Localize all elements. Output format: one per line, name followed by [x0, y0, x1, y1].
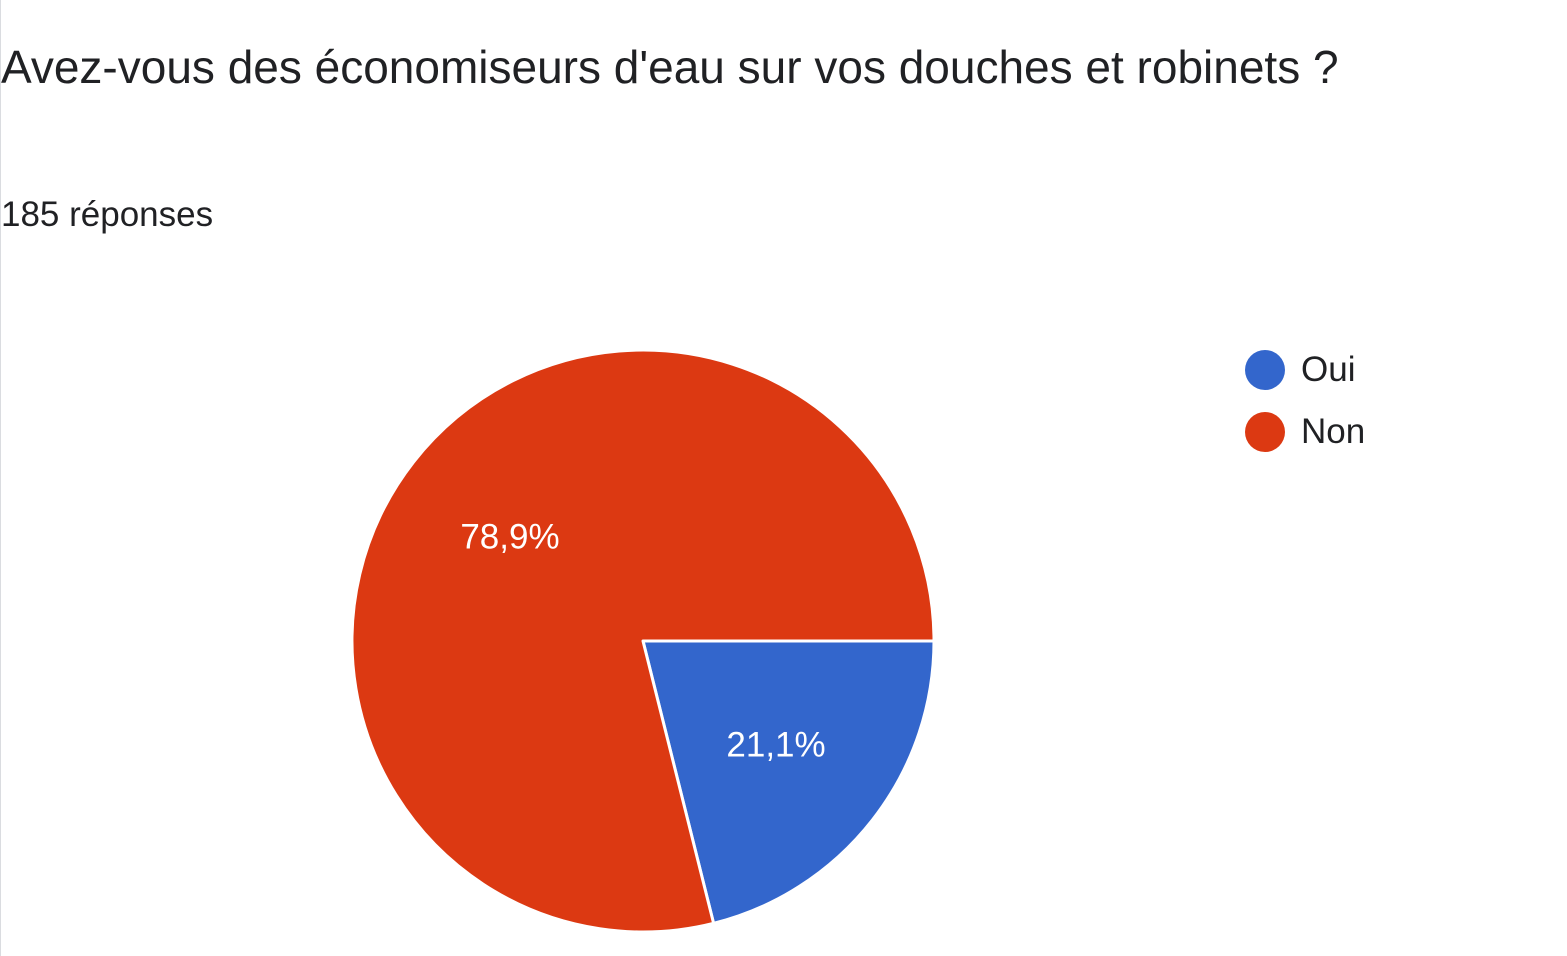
pie-label-oui: 21,1%: [726, 725, 825, 764]
response-count: 185 réponses: [1, 195, 214, 234]
question-title: Avez-vous des économiseurs d'eau sur vos…: [1, 41, 1339, 93]
legend-label-non: Non: [1301, 412, 1366, 451]
pie-label-non: 78,9%: [460, 518, 559, 557]
legend-swatch-non: [1245, 412, 1285, 452]
pie-slice-oui[interactable]: [641, 639, 936, 925]
legend-swatch-oui: [1245, 350, 1285, 390]
legend-label-oui: Oui: [1301, 350, 1356, 389]
legend-item-oui[interactable]: Oui: [1245, 350, 1355, 390]
legend-item-non[interactable]: Non: [1245, 412, 1365, 452]
pie-slice-non[interactable]: [350, 348, 936, 934]
